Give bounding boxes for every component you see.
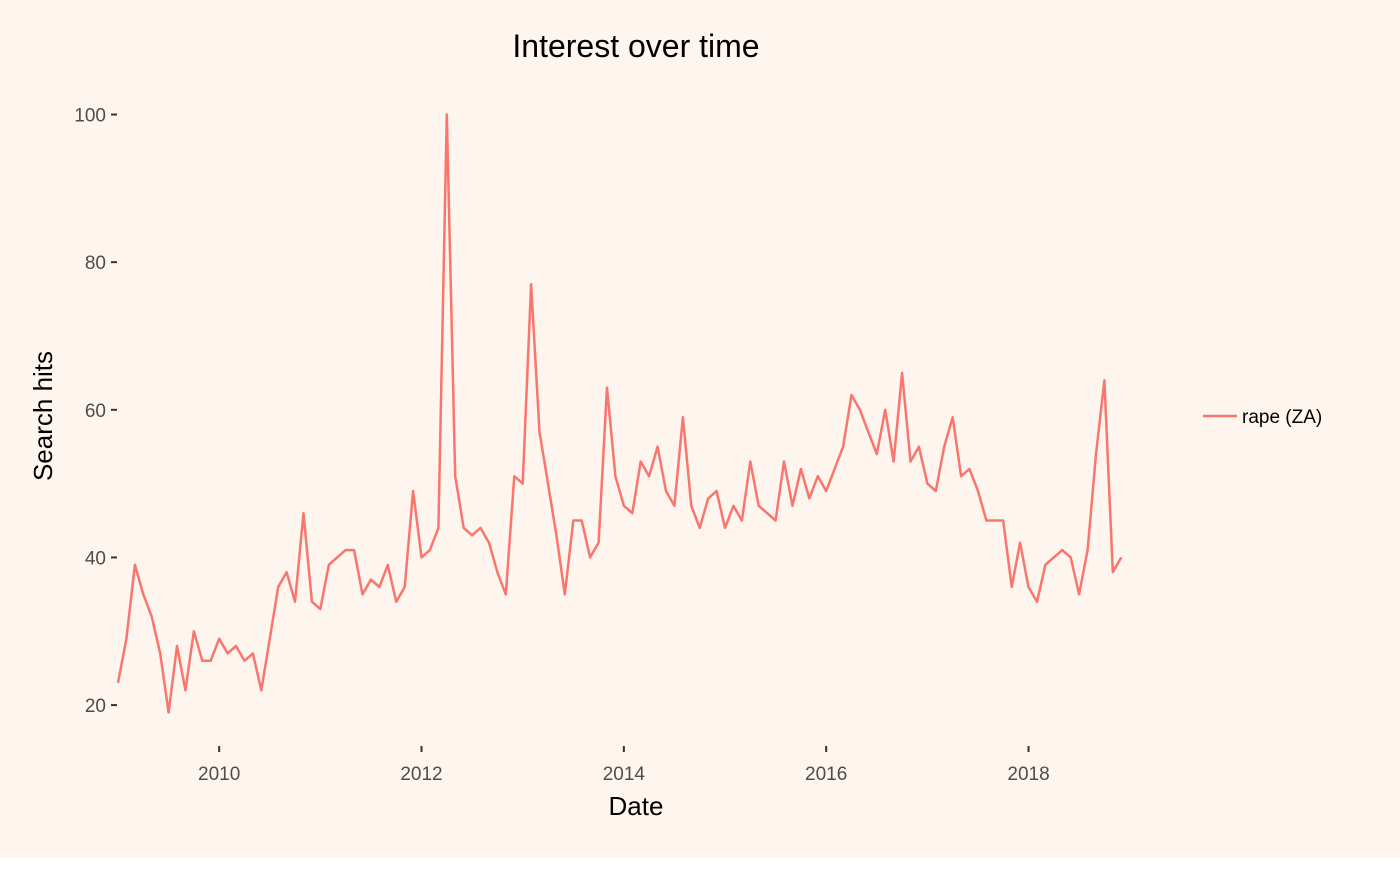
- chart-title: Interest over time: [512, 28, 759, 64]
- y-tick-label: 20: [85, 696, 106, 717]
- y-tick-label: 100: [74, 106, 106, 127]
- y-axis: 20 40 60 80 100: [74, 106, 117, 717]
- x-tick-label: 2018: [1007, 764, 1049, 785]
- y-tick-label: 80: [85, 253, 106, 274]
- x-tick-label: 2010: [198, 764, 240, 785]
- series-line-rape-za: [116, 113, 1123, 714]
- legend: rape (ZA): [1203, 407, 1322, 428]
- x-tick-label: 2016: [805, 764, 847, 785]
- x-axis: 2010 2012 2014 2016 2018: [198, 746, 1050, 785]
- x-tick-label: 2014: [603, 764, 646, 785]
- x-axis-label: Date: [609, 791, 664, 821]
- y-tick-label: 40: [85, 548, 106, 569]
- y-axis-label: Search hits: [28, 351, 58, 481]
- x-tick-label: 2012: [400, 764, 442, 785]
- y-tick-label: 60: [85, 401, 106, 422]
- legend-label: rape (ZA): [1242, 407, 1322, 428]
